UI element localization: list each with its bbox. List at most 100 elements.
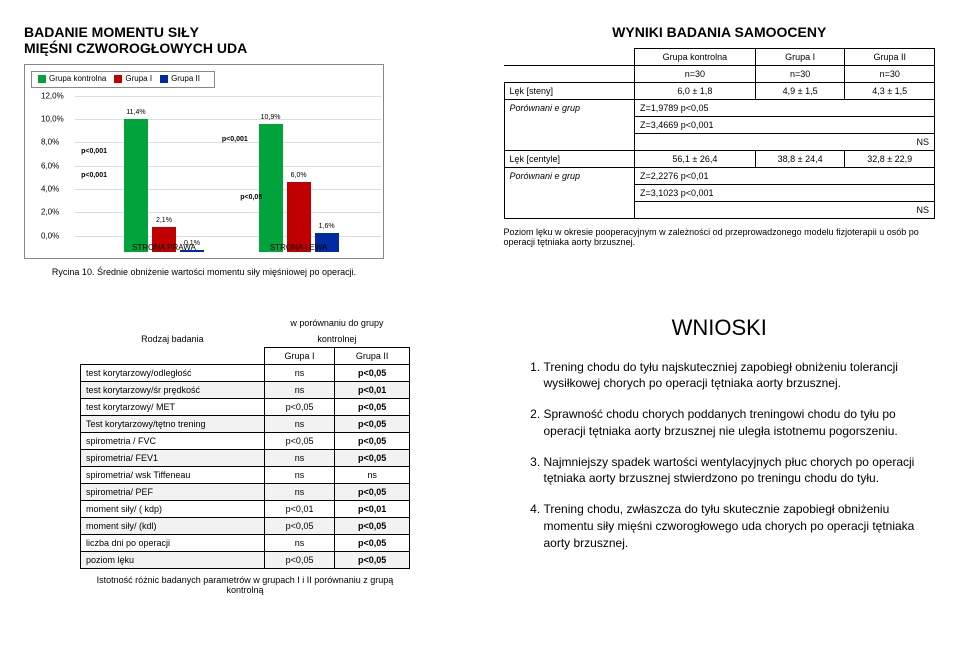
table-cell: ns	[264, 364, 334, 381]
panel-wnioski: WNIOSKI Trening chodu do tyłu najskutecz…	[500, 311, 940, 599]
table-cell: p<0,05	[264, 517, 334, 534]
table-header: Grupa II	[335, 347, 410, 364]
samoocena-title: WYNIKI BADANIA SAMOOCENY	[504, 24, 936, 40]
legend-swatch	[114, 75, 122, 83]
table-cell: p<0,05	[264, 551, 334, 568]
table-header	[504, 49, 634, 66]
table-cell: p<0,05	[335, 517, 410, 534]
table-cell: n=30	[755, 66, 845, 83]
x-label: STRONA PRAWA	[104, 243, 224, 252]
table-header	[81, 315, 265, 331]
istotnosc-caption: Istotność różnic badanych parametrów w g…	[80, 575, 410, 595]
table-cell: p<0,05	[335, 483, 410, 500]
row-label: test korytarzowy/ MET	[81, 398, 265, 415]
table-cell: Z=2,2276 p<0,01	[634, 168, 934, 185]
row-label: Lęk [centyle]	[504, 151, 634, 168]
table-header: Grupa I	[755, 49, 845, 66]
row-label: poziom lęku	[81, 551, 265, 568]
table-cell: n=30	[634, 66, 755, 83]
table-cell: p<0,05	[335, 551, 410, 568]
p-value-annotation: p<0,05	[240, 194, 262, 201]
y-tick: 6,0%	[41, 161, 59, 170]
table-cell: 38,8 ± 24,4	[755, 151, 845, 168]
table-cell: p<0,05	[335, 415, 410, 432]
table-cell: ns	[264, 483, 334, 500]
table-cell: ns	[264, 415, 334, 432]
y-tick: 4,0%	[41, 184, 59, 193]
bar-value-label: 1,6%	[315, 223, 339, 230]
table-cell: ns	[264, 466, 334, 483]
table-cell: ns	[264, 449, 334, 466]
samoocena-table: Grupa kontrolnaGrupa IGrupa IIn=30n=30n=…	[504, 48, 936, 219]
legend-item: Grupa kontrolna	[38, 74, 106, 83]
row-label: Porównani e grup	[504, 100, 634, 151]
wnioski-heading: WNIOSKI	[504, 315, 936, 341]
table-cell: p<0,05	[335, 364, 410, 381]
bar: 10,9%	[259, 124, 283, 251]
bar-value-label: 11,4%	[124, 109, 148, 116]
table-cell: 56,1 ± 26,4	[634, 151, 755, 168]
table-header: Grupa I	[264, 347, 334, 364]
row-label: spirometria/ wsk Tiffeneau	[81, 466, 265, 483]
row-label: moment siły/ ( kdp)	[81, 500, 265, 517]
bar: 6,0%	[287, 182, 311, 252]
samoocena-note: Poziom lęku w okresie pooperacyjnym w za…	[504, 227, 936, 247]
chart-caption: Rycina 10. Średnie obniżenie wartości mo…	[24, 267, 384, 277]
legend-swatch	[160, 75, 168, 83]
panel-samoocena: WYNIKI BADANIA SAMOOCENY Grupa kontrolna…	[500, 20, 940, 281]
panel-chart: BADANIE MOMENTU SIŁYMIĘŚNI CZWOROGŁOWYCH…	[20, 20, 460, 281]
table-cell: p<0,05	[264, 398, 334, 415]
table-cell: Z=3,4669 p<0,001	[634, 117, 934, 134]
row-label: test korytarzowy/odległość	[81, 364, 265, 381]
row-label: test korytarzowy/śr prędkość	[81, 381, 265, 398]
table-cell: p<0,05	[335, 398, 410, 415]
wnioski-list: Trening chodu do tyłu najskuteczniej zap…	[504, 359, 936, 552]
row-label: moment siły/ (kdl)	[81, 517, 265, 534]
table-cell: p<0,01	[335, 381, 410, 398]
y-tick: 2,0%	[41, 208, 59, 217]
legend-swatch	[38, 75, 46, 83]
table-cell: n=30	[845, 66, 935, 83]
p-value-annotation: p<0,001	[222, 136, 248, 143]
table-cell: Z=1,9789 p<0,05	[634, 100, 934, 117]
row-label: Test korytarzowy/tętno trening	[81, 415, 265, 432]
row-label: Lęk [steny]	[504, 83, 634, 100]
row-label: liczba dni po operacji	[81, 534, 265, 551]
x-label: STRONA LEWA	[239, 243, 359, 252]
istotnosc-table: w porównaniu do grupyRodzaj badaniakontr…	[80, 315, 410, 569]
table-header: w porównaniu do grupy	[264, 315, 409, 331]
table-cell: ns	[264, 534, 334, 551]
table-header: Grupa II	[845, 49, 935, 66]
table-cell: p<0,05	[264, 432, 334, 449]
wnioski-item: Najmniejszy spadek wartości wentylacyjny…	[544, 454, 936, 488]
chart-container: Grupa kontrolnaGrupa IGrupa II 0,0%2,0%4…	[24, 64, 384, 259]
table-cell	[504, 66, 634, 83]
table-cell: NS	[634, 134, 934, 151]
y-tick: 0,0%	[41, 231, 59, 240]
p-value-annotation: p<0,001	[81, 172, 107, 179]
table-cell: ns	[335, 466, 410, 483]
table-header: Rodzaj badania	[81, 331, 265, 348]
y-tick: 10,0%	[41, 114, 64, 123]
bar-group: 10,9%6,0%1,6%	[259, 124, 339, 251]
table-header: Grupa kontrolna	[634, 49, 755, 66]
row-label: Porównani e grup	[504, 168, 634, 219]
bar-value-label: 2,1%	[152, 217, 176, 224]
bar-value-label: 6,0%	[287, 172, 311, 179]
chart-legend: Grupa kontrolnaGrupa IGrupa II	[31, 71, 215, 88]
wnioski-item: Trening chodu, zwłaszcza do tyłu skutecz…	[544, 501, 936, 551]
p-value-annotation: p<0,001	[81, 148, 107, 155]
table-cell: p<0,05	[335, 432, 410, 449]
table-cell: 4,3 ± 1,5	[845, 83, 935, 100]
gridline	[75, 96, 381, 97]
table-cell: Z=3,1023 p<0,001	[634, 185, 934, 202]
legend-item: Grupa I	[114, 74, 152, 83]
table-cell: p<0,01	[335, 500, 410, 517]
table-cell: 4,9 ± 1,5	[755, 83, 845, 100]
bar: 11,4%	[124, 119, 148, 252]
table-cell: 32,8 ± 22,9	[845, 151, 935, 168]
row-label: spirometria/ PEF	[81, 483, 265, 500]
row-label: spirometria/ FEV1	[81, 449, 265, 466]
table-cell: NS	[634, 202, 934, 219]
row-label: spirometria / FVC	[81, 432, 265, 449]
